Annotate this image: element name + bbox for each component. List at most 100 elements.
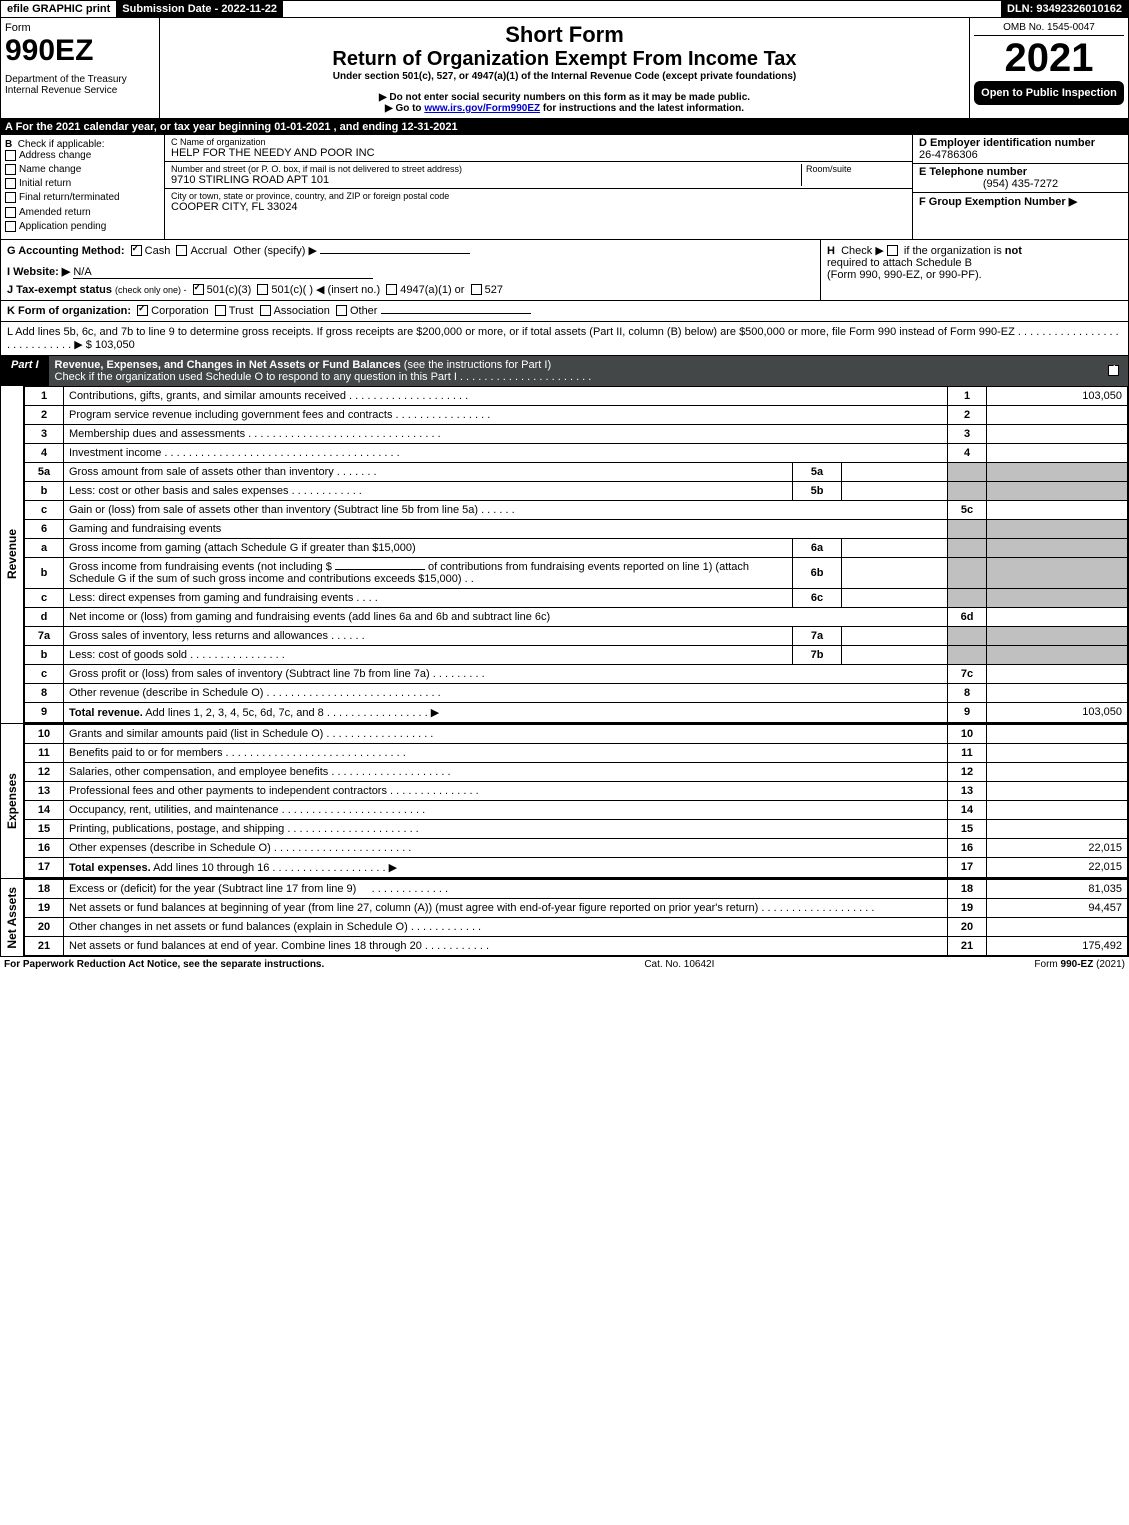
- chk-trust: [215, 305, 226, 316]
- chk-other: [336, 305, 347, 316]
- short-form-title: Short Form: [164, 22, 965, 48]
- l-text: L Add lines 5b, 6c, and 7b to line 9 to …: [7, 326, 1015, 338]
- other-label: Other (specify) ▶: [233, 245, 317, 257]
- line-19-amount: 94,457: [987, 898, 1128, 917]
- netassets-table: 18Excess or (deficit) for the year (Subt…: [24, 879, 1128, 956]
- line-9-pre: Total revenue.: [69, 707, 143, 719]
- line-16-amount: 22,015: [987, 838, 1128, 857]
- line-6b-pre: Gross income from fundraising events (no…: [69, 561, 332, 573]
- box-b: B Check if applicable: Address change Na…: [1, 135, 165, 239]
- line-12-text: Salaries, other compensation, and employ…: [69, 766, 328, 778]
- chk-501c3: [193, 284, 204, 295]
- h-not: not: [1005, 245, 1022, 257]
- h-text2: if the organization is: [904, 245, 1005, 257]
- line-7b-text: Less: cost of goods sold: [69, 649, 187, 661]
- revenue-table: 1Contributions, gifts, grants, and simil…: [24, 386, 1128, 723]
- note-link-post: for instructions and the latest informat…: [540, 103, 744, 114]
- part1-check-line: Check if the organization used Schedule …: [55, 371, 457, 383]
- street-label: Number and street (or P. O. box, if mail…: [171, 164, 801, 174]
- submission-date-box: Submission Date - 2022-11-22: [116, 1, 283, 17]
- chk-application-pending: Application pending: [19, 221, 106, 232]
- note-link: ▶ Go to www.irs.gov/Form990EZ for instru…: [164, 103, 965, 114]
- info-block: B Check if applicable: Address change Na…: [0, 135, 1129, 240]
- footer-right-post: (2021): [1093, 959, 1125, 970]
- chk-initial-return: Initial return: [19, 178, 71, 189]
- j-label: J Tax-exempt status: [7, 284, 112, 296]
- line-3-text: Membership dues and assessments: [69, 428, 245, 440]
- line-21-amount: 175,492: [987, 936, 1128, 955]
- cash-label: Cash: [145, 245, 171, 257]
- h-check-arrow: Check ▶: [841, 245, 884, 257]
- footer-left: For Paperwork Reduction Act Notice, see …: [4, 959, 324, 970]
- main-title: Return of Organization Exempt From Incom…: [164, 48, 965, 71]
- note-ssn: ▶ Do not enter social security numbers o…: [164, 92, 965, 103]
- chk-accrual: [176, 245, 187, 256]
- h-text4: (Form 990, 990-EZ, or 990-PF).: [827, 269, 982, 281]
- org-name: HELP FOR THE NEEDY AND POOR INC: [171, 147, 906, 159]
- chk-corporation: [137, 305, 148, 316]
- e-label: E Telephone number: [919, 166, 1027, 178]
- d-label: D Employer identification number: [919, 137, 1095, 149]
- j-4947: 4947(a)(1) or: [400, 284, 464, 296]
- k-corp: Corporation: [151, 305, 208, 317]
- line-2-text: Program service revenue including govern…: [69, 409, 392, 421]
- line-18-amount: 81,035: [987, 879, 1128, 898]
- note-link-pre: ▶ Go to: [385, 103, 424, 114]
- line-1-text: Contributions, gifts, grants, and simila…: [69, 390, 346, 402]
- vtab-revenue: Revenue: [5, 529, 19, 579]
- telephone-value: (954) 435-7272: [919, 178, 1122, 190]
- expenses-table: 10Grants and similar amounts paid (list …: [24, 724, 1128, 878]
- box-c: C Name of organization HELP FOR THE NEED…: [165, 135, 912, 239]
- irs-label: Internal Revenue Service: [5, 85, 155, 96]
- street-value: 9710 STIRLING ROAD APT 101: [171, 174, 801, 186]
- line-16-text: Other expenses (describe in Schedule O): [69, 842, 271, 854]
- line-20-text: Other changes in net assets or fund bala…: [69, 921, 408, 933]
- box-b-subtitle: Check if applicable:: [18, 139, 105, 150]
- chk-address-change: Address change: [19, 150, 91, 161]
- line-5a-text: Gross amount from sale of assets other t…: [69, 466, 334, 478]
- line-19-text: Net assets or fund balances at beginning…: [69, 902, 758, 914]
- line-4-text: Investment income: [69, 447, 161, 459]
- chk-final-return: Final return/terminated: [19, 193, 120, 204]
- row-l: L Add lines 5b, 6c, and 7b to line 9 to …: [0, 322, 1129, 356]
- line-14-text: Occupancy, rent, utilities, and maintena…: [69, 804, 279, 816]
- line-10-text: Grants and similar amounts paid (list in…: [69, 728, 323, 740]
- expenses-section: Expenses 10Grants and similar amounts pa…: [0, 724, 1129, 879]
- j-501c3: 501(c)(3): [207, 284, 252, 296]
- chk-schedule-o: [1108, 365, 1119, 376]
- line-9-text: Add lines 1, 2, 3, 4, 5c, 6d, 7c, and 8: [145, 707, 324, 719]
- chk-cash: [131, 245, 142, 256]
- line-17-pre: Total expenses.: [69, 862, 151, 874]
- dln-box: DLN: 93492326010162: [1001, 1, 1128, 17]
- k-other: Other: [350, 305, 378, 317]
- f-label: F Group Exemption Number ▶: [919, 196, 1077, 208]
- line-18-text: Excess or (deficit) for the year (Subtra…: [69, 883, 356, 895]
- irs-link[interactable]: www.irs.gov/Form990EZ: [424, 103, 540, 114]
- j-527: 527: [485, 284, 503, 296]
- line-21-text: Net assets or fund balances at end of ye…: [69, 940, 422, 952]
- form-number: 990EZ: [5, 34, 155, 68]
- omb-number: OMB No. 1545-0047: [974, 22, 1124, 36]
- line-6c-text: Less: direct expenses from gaming and fu…: [69, 592, 353, 604]
- j-sub: (check only one) -: [115, 285, 187, 295]
- chk-501c: [257, 284, 268, 295]
- revenue-section: Revenue 1Contributions, gifts, grants, a…: [0, 386, 1129, 724]
- h-text3: required to attach Schedule B: [827, 257, 972, 269]
- dept-treasury: Department of the Treasury: [5, 74, 155, 85]
- form-word: Form: [5, 22, 155, 34]
- room-label: Room/suite: [806, 164, 906, 174]
- box-def: D Employer identification number 26-4786…: [912, 135, 1128, 239]
- row-a-period: A For the 2021 calendar year, or tax yea…: [0, 119, 1129, 135]
- k-label: K Form of organization:: [7, 305, 131, 317]
- i-label: I Website: ▶: [7, 266, 70, 278]
- page-footer: For Paperwork Reduction Act Notice, see …: [0, 957, 1129, 972]
- line-7a-text: Gross sales of inventory, less returns a…: [69, 630, 328, 642]
- row-gh: G Accounting Method: Cash Accrual Other …: [0, 240, 1129, 301]
- city-value: COOPER CITY, FL 33024: [171, 201, 906, 213]
- efile-label: efile GRAPHIC print: [1, 1, 116, 17]
- accrual-label: Accrual: [190, 245, 227, 257]
- chk-name-change: Name change: [19, 164, 81, 175]
- line-17-amount: 22,015: [987, 857, 1128, 877]
- part1-sub: (see the instructions for Part I): [404, 359, 551, 371]
- h-label: H: [827, 245, 835, 257]
